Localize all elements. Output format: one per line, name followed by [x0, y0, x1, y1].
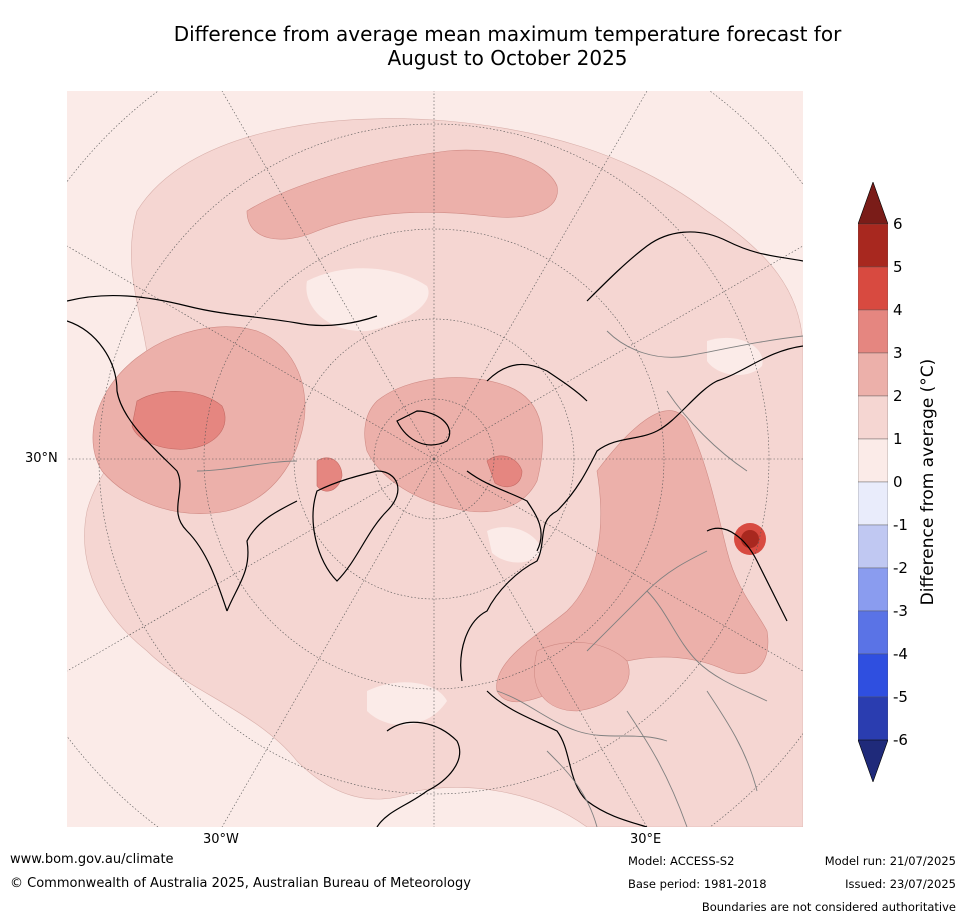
colorbar-tick-label: -3 [893, 602, 908, 620]
colorbar-segment [857, 696, 889, 741]
colorbar-tick-label: -5 [893, 688, 908, 706]
footer-website: www.bom.gov.au/climate [10, 852, 174, 867]
colorbar-segment [857, 524, 889, 569]
anomaly-region-2-to-3-north [246, 149, 558, 240]
colorbar-tick-label: 3 [893, 344, 903, 362]
colorbar-title-text: Difference from average (°C) [918, 358, 938, 606]
coastlines [67, 231, 803, 827]
footer-base-period: Base period: 1981-2018 [628, 877, 767, 891]
colorbar-tick-label: 6 [893, 215, 903, 233]
colorbar-tick-label: -6 [893, 731, 908, 749]
map-title-line1: Difference from average mean maximum tem… [173, 22, 842, 46]
colorbar-segment [857, 266, 889, 311]
anomaly-gap-3 [487, 527, 542, 563]
colorbar-tick-label: -4 [893, 645, 908, 663]
colorbar-tick-label: 2 [893, 387, 903, 405]
footer-model-run: Model run: 21/07/2025 [824, 854, 956, 868]
colorbar-tick-label: 4 [893, 301, 903, 319]
colorbar-over-arrow [857, 181, 889, 225]
anomaly-region-2-to-3-europe [534, 642, 630, 712]
lon-label-30e: 30°E [630, 832, 662, 847]
colorbar-tick-label: 1 [893, 430, 903, 448]
anomaly-gap-2 [707, 337, 763, 376]
colorbar-tick-label: -1 [893, 516, 908, 534]
footer-copyright: © Commonwealth of Australia 2025, Austra… [10, 876, 471, 891]
anomaly-gap-1 [306, 268, 429, 332]
anomaly-gap-4 [367, 682, 447, 725]
colorbar-segment [857, 309, 889, 354]
footer-issued: Issued: 23/07/2025 [845, 877, 956, 891]
colorbar-segment [857, 395, 889, 440]
anomaly-hotspot-inner [741, 530, 759, 548]
forecast-map [67, 91, 803, 827]
colorbar-segment [857, 610, 889, 655]
colorbar-tick-label: -2 [893, 559, 908, 577]
footer-model: Model: ACCESS-S2 [628, 854, 735, 868]
colorbar-canvas [857, 181, 889, 783]
colorbar-tick-label: 5 [893, 258, 903, 276]
map-canvas [67, 91, 803, 827]
colorbar-segment [857, 481, 889, 526]
lat-label-30n: 30°N [25, 451, 58, 466]
footer-disclaimer: Boundaries are not considered authoritat… [701, 900, 956, 914]
anomaly-region-2-to-3-asia [496, 410, 769, 703]
anomaly-region-3-to-4-siberia [486, 455, 523, 487]
meridian-lines [67, 91, 803, 827]
colorbar-segment [857, 223, 889, 268]
colorbar-segment [857, 438, 889, 483]
lon-label-30w: 30°W [203, 832, 239, 847]
colorbar-segment [857, 653, 889, 698]
country-borders [196, 330, 803, 827]
colorbar-segment [857, 567, 889, 612]
colorbar-tick-label: 0 [893, 473, 903, 491]
colorbar-segment [857, 352, 889, 397]
map-title-line2: August to October 2025 [387, 46, 628, 70]
colorbar-under-arrow [857, 739, 889, 783]
colorbar [857, 181, 889, 783]
